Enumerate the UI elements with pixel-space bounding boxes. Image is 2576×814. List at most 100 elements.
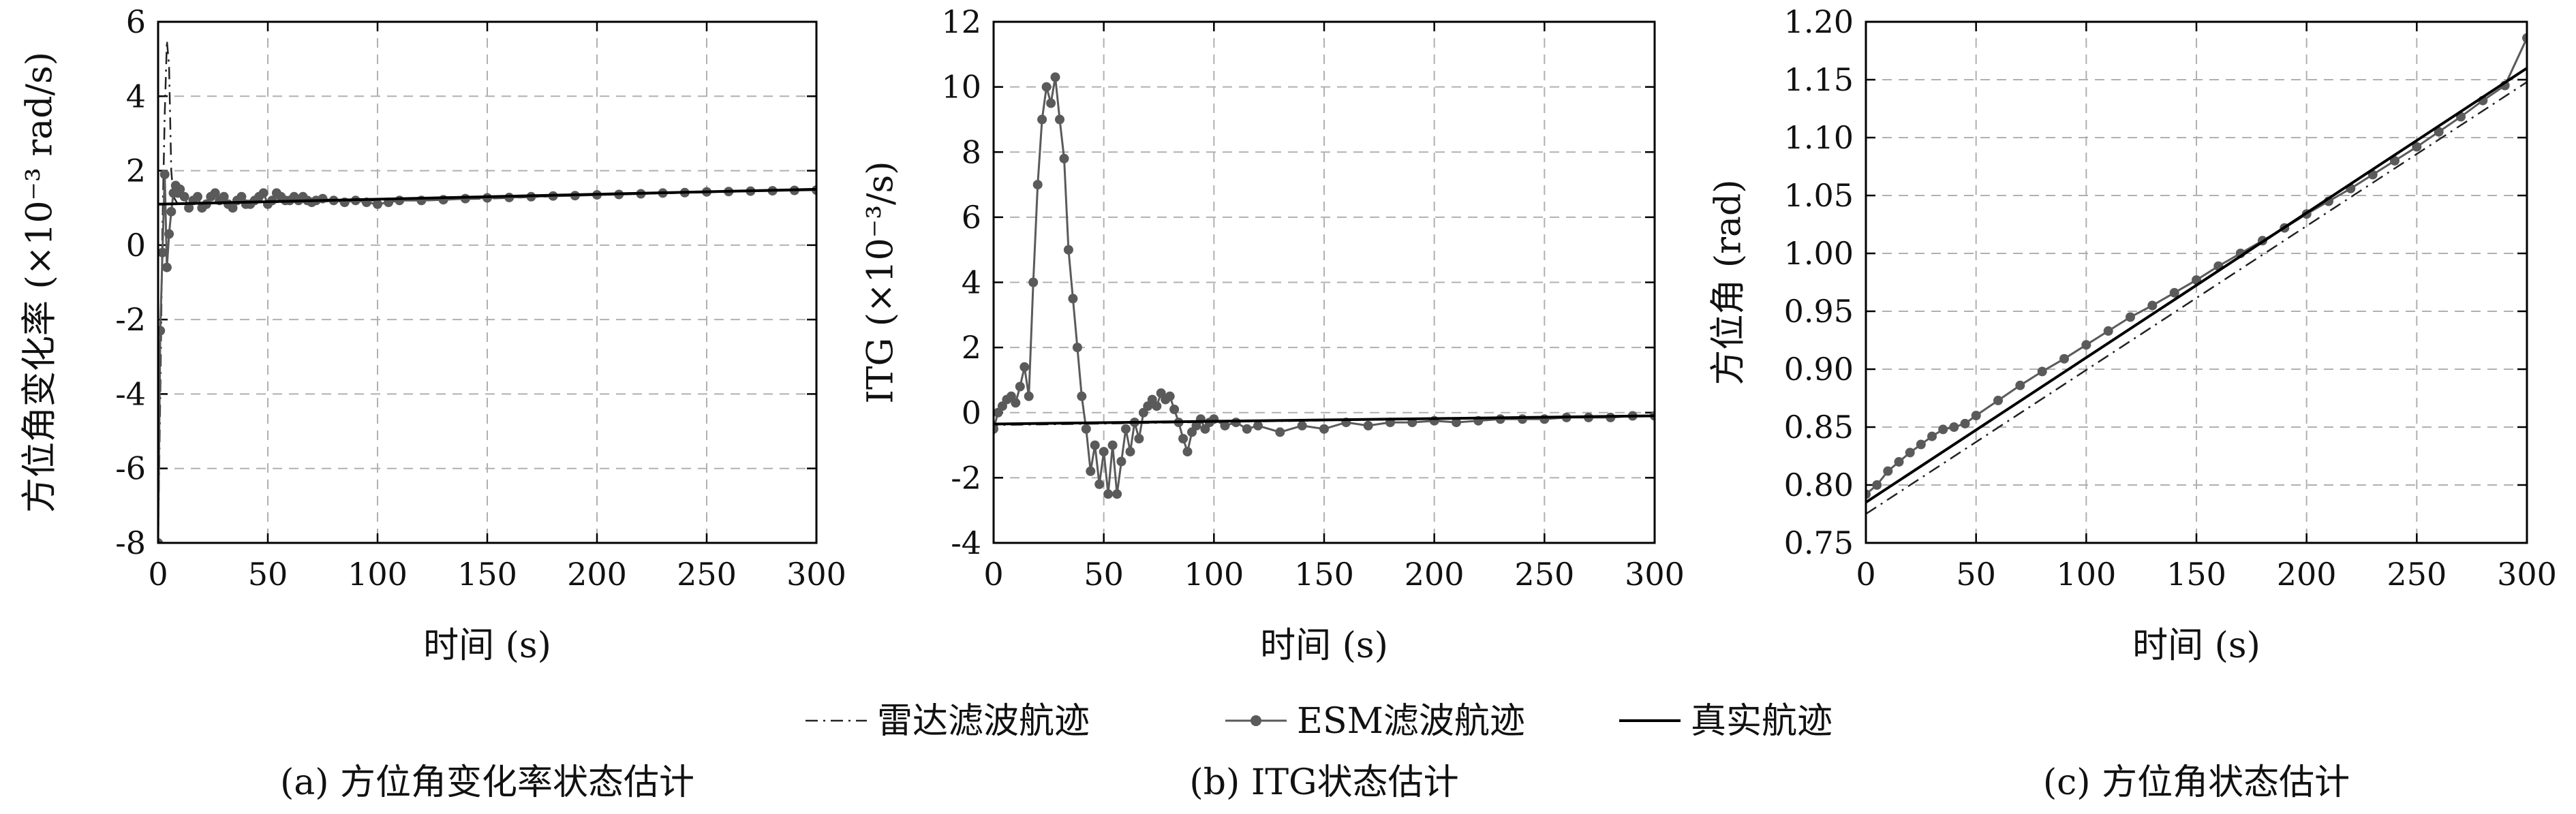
x-tick-label: 250 xyxy=(2387,556,2447,593)
series-point-esm xyxy=(395,195,405,206)
series-line-truth xyxy=(1866,67,2527,504)
legend-label: ESM滤波航迹 xyxy=(1297,701,1525,742)
legend-label: 雷达滤波航迹 xyxy=(877,701,1090,742)
series-point-esm xyxy=(158,538,163,543)
series-point-esm xyxy=(1971,411,1981,420)
series-point-esm xyxy=(1242,424,1252,434)
axes-frame xyxy=(992,20,1656,544)
legend-marker-esm xyxy=(1251,715,1261,726)
x-tick-label: 250 xyxy=(1514,556,1574,593)
series-point-esm xyxy=(175,184,185,194)
series-point-esm xyxy=(1319,424,1329,434)
series-point-esm xyxy=(1112,489,1122,499)
series-point-esm xyxy=(1063,245,1073,255)
series-point-esm xyxy=(1099,447,1109,457)
x-tick-label: 50 xyxy=(1084,556,1124,593)
series-point-esm xyxy=(1993,395,2003,405)
x-tick-label: 100 xyxy=(1184,556,1244,593)
series-point-esm xyxy=(2147,300,2158,311)
y-tick-label: 0.90 xyxy=(1784,351,1854,388)
y-tick-label: 4 xyxy=(962,264,981,301)
series-point-esm xyxy=(994,424,998,434)
series-point-esm xyxy=(1028,277,1039,287)
series-line-radar xyxy=(1866,81,2527,515)
series-point-esm xyxy=(210,188,220,198)
legend-item-marker: ESM滤波航迹 xyxy=(1225,701,1525,742)
x-tick-label: 150 xyxy=(2166,556,2226,593)
series-point-esm xyxy=(1883,466,1893,476)
x-tick-label: 200 xyxy=(1405,556,1465,593)
series-point-esm xyxy=(2390,156,2399,166)
y-tick-label: 2 xyxy=(126,153,146,189)
chart-panel-b: 0 50 100 150 200 250 300 -4 -2 0 2 4 6 8 10 12 时间 (s) ITG… xyxy=(861,3,1685,803)
series-point-esm xyxy=(258,188,269,198)
y-tick-label: 4 xyxy=(126,78,146,114)
series-point-esm xyxy=(1116,456,1126,467)
series-point-esm xyxy=(1916,439,1926,450)
x-tick-label: 150 xyxy=(457,556,517,593)
y-tick-label: 6 xyxy=(962,199,981,236)
series-point-esm xyxy=(1011,398,1021,408)
series-point-esm xyxy=(1938,424,1948,435)
series-point-esm xyxy=(1050,72,1060,82)
series-point-esm xyxy=(219,191,229,202)
x-tick-label: 300 xyxy=(2497,556,2557,593)
series-point-esm xyxy=(2126,312,2135,322)
series-point-esm xyxy=(1046,98,1056,108)
plot-area xyxy=(994,72,1655,499)
series-point-esm xyxy=(1927,431,1937,441)
x-tick-label: 300 xyxy=(786,556,846,593)
y-tick-label: 1.05 xyxy=(1784,177,1854,214)
series-point-esm xyxy=(1086,466,1096,476)
series-point-esm xyxy=(164,229,174,239)
series-point-esm xyxy=(1068,294,1078,304)
panel-caption: (c) 方位角状态估计 xyxy=(2043,762,2350,803)
series-point-esm xyxy=(1032,180,1043,190)
axes-frame xyxy=(157,20,818,544)
series-point-esm xyxy=(1134,434,1144,443)
y-axis-label: 方位角变化率 (×10⁻³ rad/s) xyxy=(20,52,61,513)
series-point-esm xyxy=(1866,489,1871,499)
series-point-esm xyxy=(1037,114,1047,125)
x-tick-label: 200 xyxy=(2277,556,2337,593)
series-point-esm xyxy=(1125,447,1135,457)
x-tick-label: 200 xyxy=(567,556,627,593)
x-tick-label: 0 xyxy=(148,556,168,593)
series-point-esm xyxy=(1015,381,1025,392)
series-point-esm xyxy=(1055,114,1064,125)
chart-panel-a: 0 50 100 150 200 250 300 -8 -6 -4 -2 0 2 4 6 时间 (s) 方位角变… xyxy=(20,3,846,803)
series-point-esm xyxy=(1905,448,1915,458)
series-point-esm xyxy=(1019,362,1030,372)
y-tick-label: 1.15 xyxy=(1784,61,1854,98)
series-point-esm xyxy=(1894,457,1904,467)
y-tick-label: -2 xyxy=(115,301,146,338)
series-point-esm xyxy=(1121,424,1131,434)
y-tick-label: 0.95 xyxy=(1784,293,1854,330)
series-point-esm xyxy=(1072,343,1082,353)
y-tick-label: -8 xyxy=(115,525,146,561)
y-tick-label: 2 xyxy=(962,329,981,366)
series-point-esm xyxy=(1253,420,1263,431)
panel-caption: (b) ITG状态估计 xyxy=(1189,762,1458,803)
series-point-esm xyxy=(1165,391,1175,401)
series-point-esm xyxy=(193,191,202,202)
series-point-esm xyxy=(2081,340,2091,350)
legend-item-solid: 真实航迹 xyxy=(1619,701,1833,742)
series-point-esm xyxy=(162,262,172,272)
series-point-esm xyxy=(1103,489,1114,499)
series-point-esm xyxy=(1090,440,1100,450)
y-tick-label: 1.00 xyxy=(1784,235,1854,272)
series-point-esm xyxy=(373,199,382,209)
series-point-esm xyxy=(236,191,247,202)
series-point-esm xyxy=(1949,422,1959,432)
series-line-truth xyxy=(994,414,1655,426)
y-tick-label: -4 xyxy=(951,525,981,561)
series-point-esm xyxy=(2015,380,2025,390)
series-point-esm xyxy=(2412,142,2422,152)
y-tick-label: 0.75 xyxy=(1784,525,1854,561)
y-tick-label: 12 xyxy=(941,3,981,40)
series-point-esm xyxy=(1297,420,1307,431)
x-tick-label: 100 xyxy=(2056,556,2116,593)
plot-area xyxy=(158,40,816,543)
series-point-esm xyxy=(1539,414,1550,424)
